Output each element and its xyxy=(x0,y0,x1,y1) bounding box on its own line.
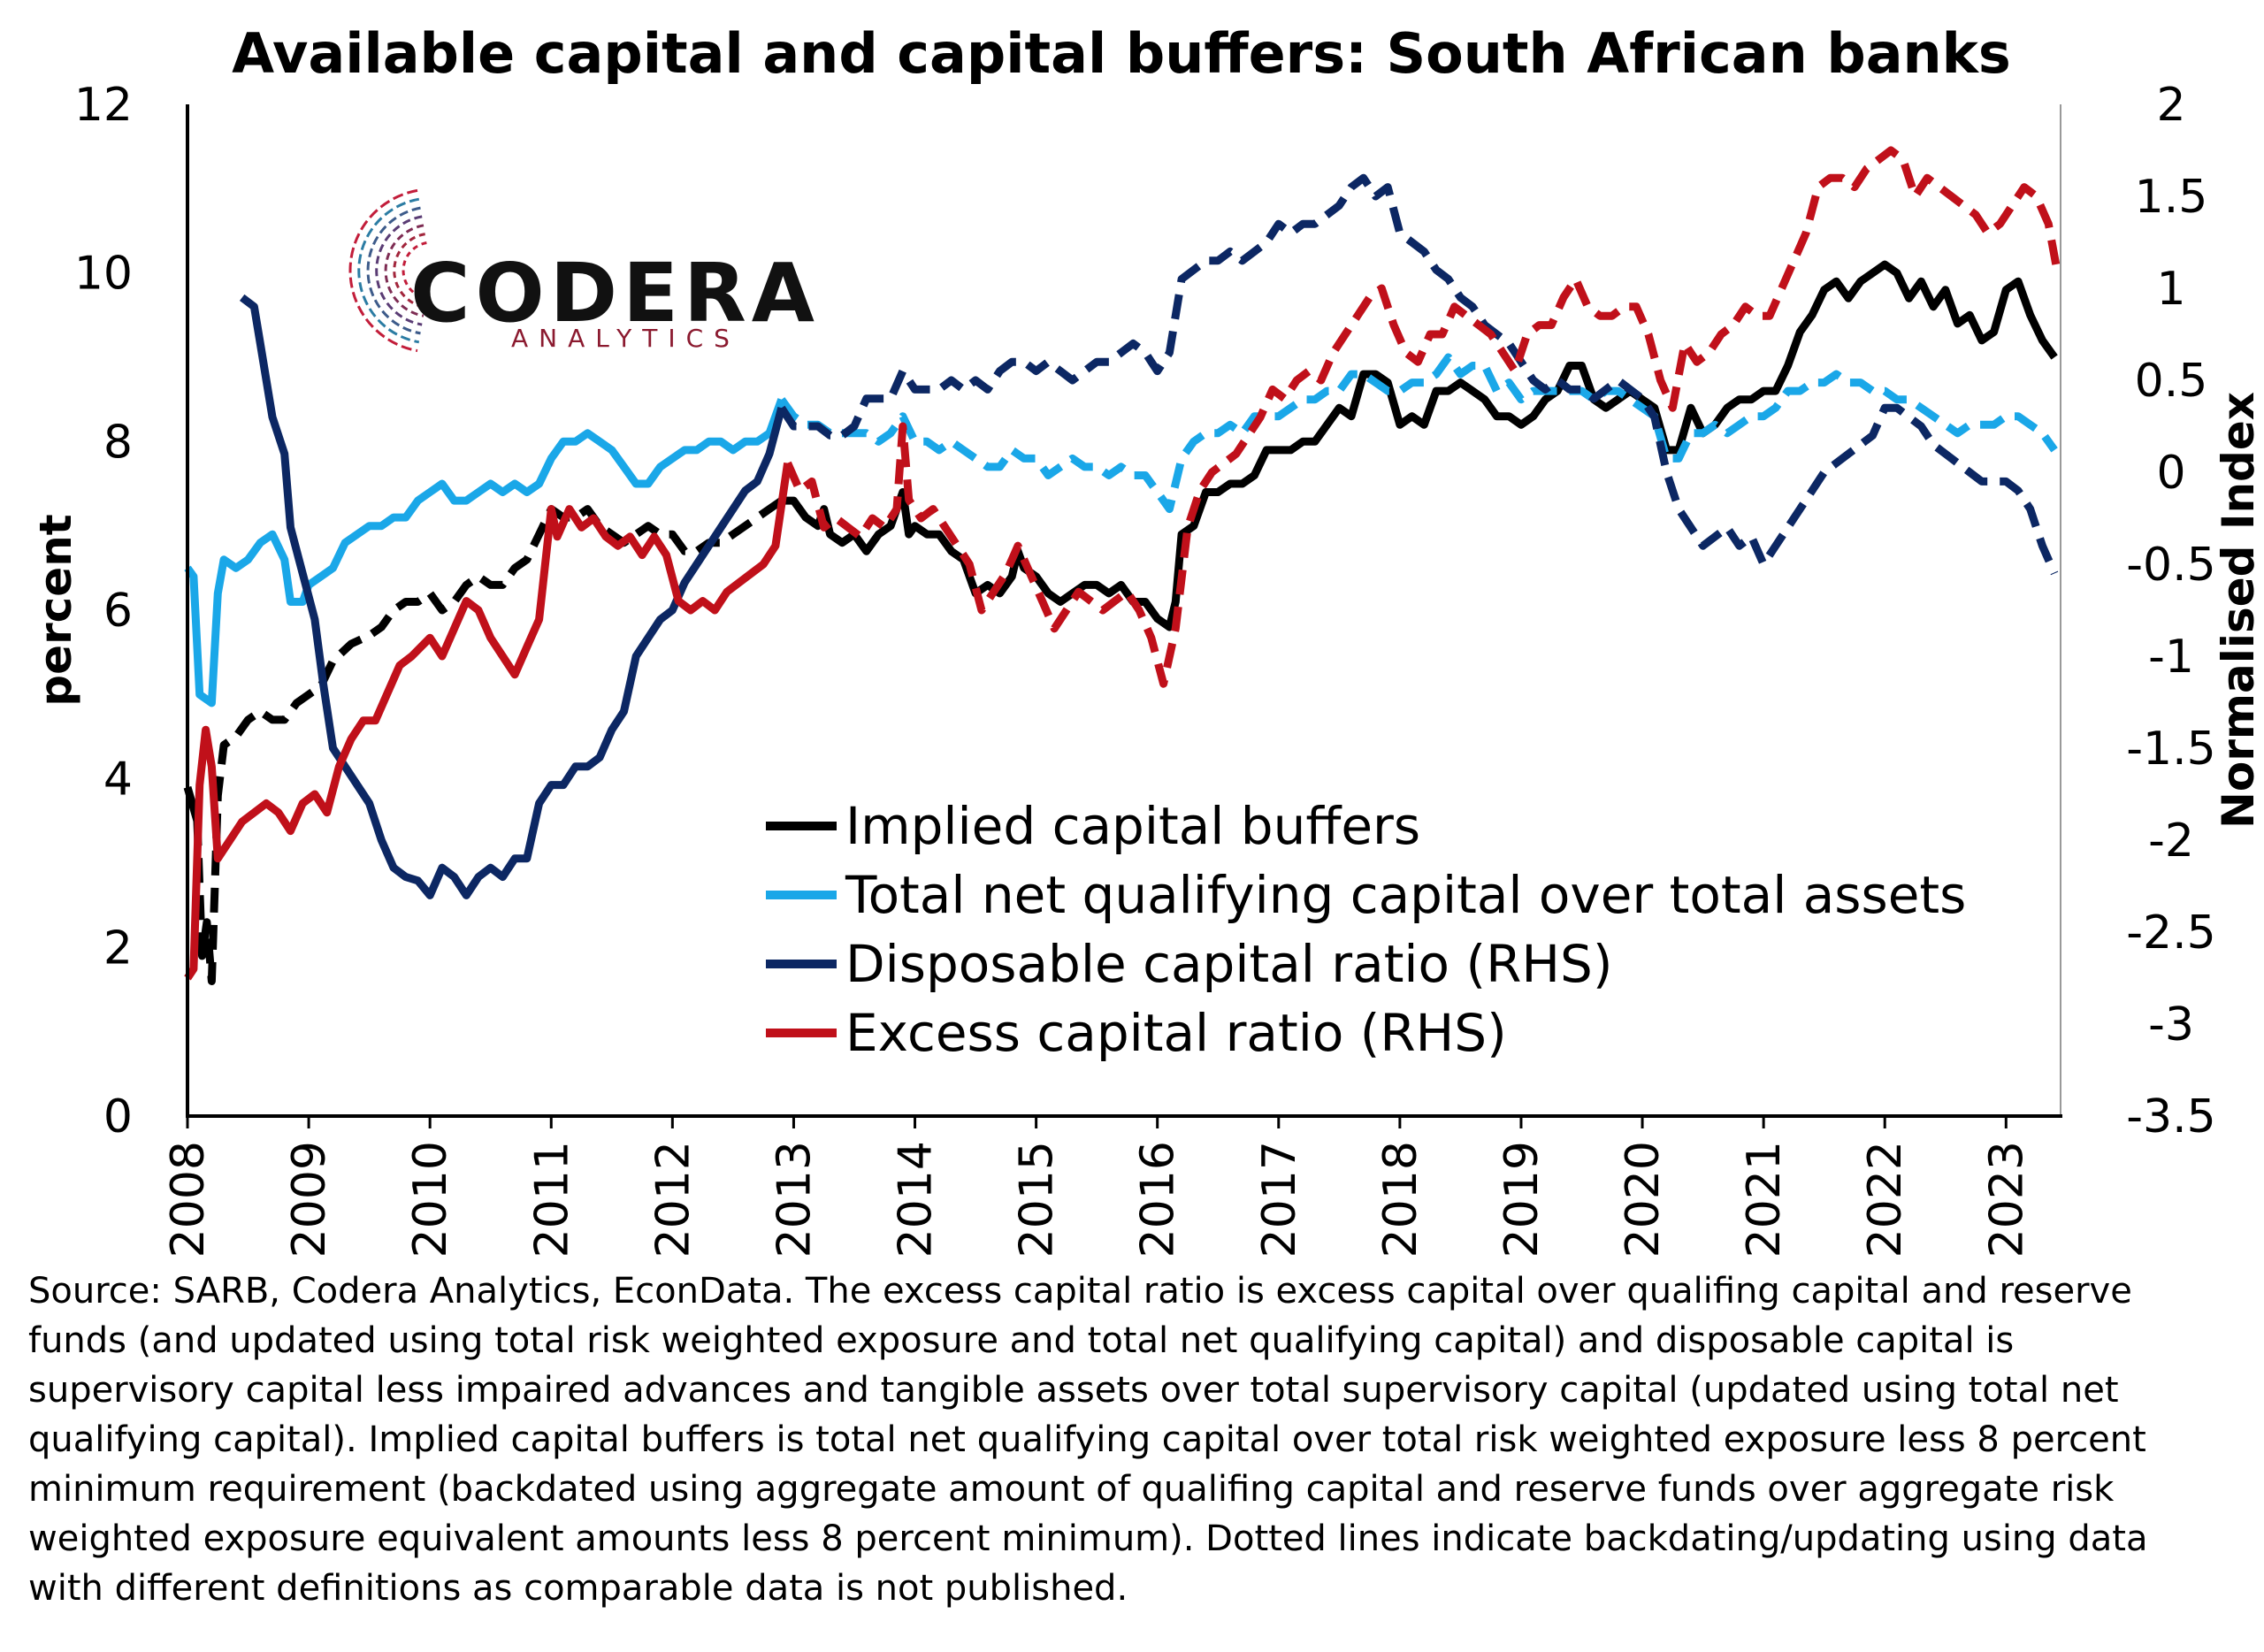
y-tick-label: 10 xyxy=(74,248,133,301)
logo-arc xyxy=(348,188,418,353)
right-tick-labels: -3.5 -3 -2.5 -2 -1.5 -1 -0.5 0 0.5 1 1.5 2 xyxy=(2126,79,2215,1143)
y-axis-label: percent xyxy=(30,514,81,706)
x-tick-label: 2022 xyxy=(1859,1141,1912,1258)
series-line-4-dashed xyxy=(784,146,2061,688)
series-lines xyxy=(183,146,2061,985)
x-tick-label: 2019 xyxy=(1495,1141,1549,1258)
y2-tick-label: -3 xyxy=(2148,998,2194,1052)
x-tick-label: 2009 xyxy=(283,1141,336,1258)
legend-label: Excess capital ratio (RHS) xyxy=(845,1003,1507,1063)
logo-arc xyxy=(357,197,420,344)
x-tick-label: 2021 xyxy=(1738,1141,1791,1258)
series-line-2-solid xyxy=(184,398,785,707)
y2-tick-label: -2 xyxy=(2148,815,2194,868)
legend: Implied capital buffers Total net qualify… xyxy=(766,796,1966,1063)
axes xyxy=(186,104,2062,1128)
x-tick-label: 2023 xyxy=(1980,1141,2033,1258)
logo-arc xyxy=(384,224,424,317)
codera-logo: CODERA ANALYTICS xyxy=(348,188,820,353)
logo-arc xyxy=(366,206,421,335)
source-note: Source: SARB, Codera Analytics, EconData… xyxy=(28,1271,2148,1609)
y2-tick-label: 0.5 xyxy=(2135,355,2208,408)
x-tick-label: 2020 xyxy=(1617,1141,1670,1258)
x-tick-labels: 2008 2009 2010 2011 2012 2013 2014 2015 2016 2017… xyxy=(162,1141,2033,1258)
legend-label: Implied capital buffers xyxy=(845,796,1420,856)
series-line-1-dashed xyxy=(193,497,784,985)
x-tick-label: 2017 xyxy=(1253,1141,1306,1258)
y2-tick-label: -2.5 xyxy=(2126,906,2215,960)
x-tick-label: 2012 xyxy=(646,1141,700,1258)
x-tick-label: 2016 xyxy=(1132,1141,1185,1258)
series-line-3-dashed xyxy=(777,173,2059,576)
x-tick-label: 2011 xyxy=(525,1141,578,1258)
logo-arc xyxy=(393,233,425,309)
y-tick-label: 2 xyxy=(103,922,133,975)
series-line-2-dashed xyxy=(778,353,2058,514)
y-tick-label: 8 xyxy=(103,416,133,469)
x-tick-label: 2015 xyxy=(1011,1141,1064,1258)
y2-tick-label: -0.5 xyxy=(2126,539,2215,592)
logo-subtitle: ANALYTICS xyxy=(511,324,740,353)
y-tick-label: 4 xyxy=(103,753,133,807)
y-tick-label: 6 xyxy=(103,585,133,638)
y2-tick-label: 1 xyxy=(2156,263,2185,316)
y2-tick-label: 1.5 xyxy=(2135,171,2208,224)
legend-label: Total net qualifying capital over total … xyxy=(845,865,1966,925)
left-tick-labels: 0 2 4 6 8 10 12 xyxy=(74,79,133,1143)
legend-label: Disposable capital ratio (RHS) xyxy=(845,934,1612,994)
x-tick-label: 2018 xyxy=(1374,1141,1427,1258)
y2-tick-label: -1.5 xyxy=(2126,723,2215,776)
x-tick-label: 2013 xyxy=(768,1141,821,1258)
x-tick-label: 2010 xyxy=(404,1141,457,1258)
y2-tick-label: -1 xyxy=(2148,631,2194,684)
x-tick-label: 2014 xyxy=(890,1141,943,1258)
y2-tick-label: -3.5 xyxy=(2126,1090,2215,1143)
y-tick-label: 12 xyxy=(74,79,133,132)
x-tick-label: 2008 xyxy=(162,1141,215,1258)
series-line-4-solid xyxy=(184,462,792,981)
y-tick-label: 0 xyxy=(103,1090,133,1143)
logo-arc xyxy=(375,215,423,326)
logo-wordmark: CODERA xyxy=(410,246,820,340)
y2-tick-label: 2 xyxy=(2156,79,2185,132)
y2-tick-label: 0 xyxy=(2156,447,2185,500)
logo-arc xyxy=(402,241,427,300)
logo-mark-icon xyxy=(348,188,427,353)
y2-axis-label: Normalised Index xyxy=(2213,392,2264,829)
series-line-3-solid xyxy=(239,294,786,899)
chart-title: Available capital and capital buffers: S… xyxy=(232,21,2011,86)
